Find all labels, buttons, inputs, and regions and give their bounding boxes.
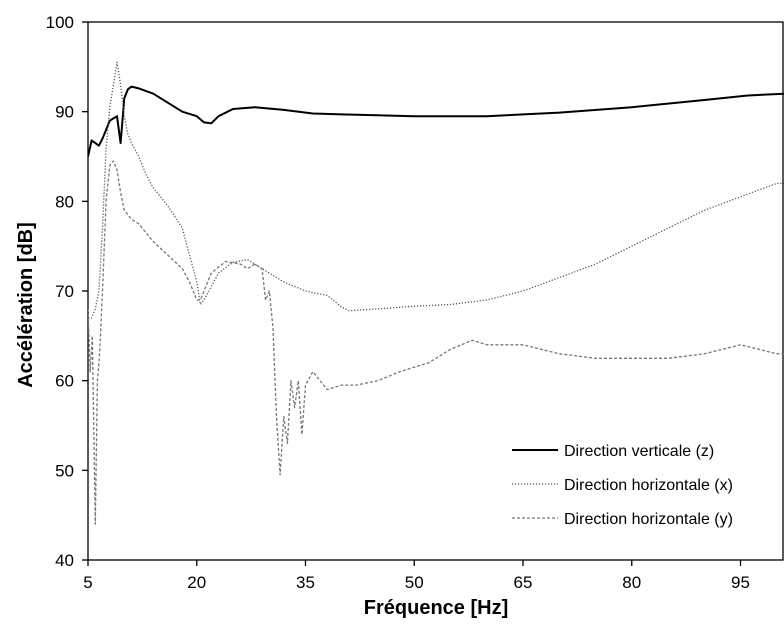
y-tick-label: 70 xyxy=(55,282,74,301)
y-tick-label: 80 xyxy=(55,192,74,211)
axis-ticks: 40 50 60 70 80 90 100 5 20 35 50 65 80 95 xyxy=(46,13,750,592)
legend-label: Direction verticale (z) xyxy=(564,443,714,460)
legend-label: Direction horizontale (x) xyxy=(564,477,733,494)
x-tick-label: 5 xyxy=(83,573,92,592)
series-line-2 xyxy=(88,61,784,319)
x-tick-label: 50 xyxy=(405,573,424,592)
y-tick-label: 60 xyxy=(55,372,74,391)
x-tick-label: 20 xyxy=(187,573,206,592)
y-tick-label: 50 xyxy=(55,461,74,480)
legend-label: Direction horizontale (y) xyxy=(564,511,733,528)
x-axis-title: Fréquence [Hz] xyxy=(364,597,508,619)
y-tick-label: 40 xyxy=(55,551,74,570)
series-line-1 xyxy=(88,85,784,157)
legend: Direction verticale (z) Direction horizon… xyxy=(512,443,733,528)
x-tick-label: 65 xyxy=(514,573,533,592)
y-tick-label: 100 xyxy=(46,13,74,32)
y-tick-label: 90 xyxy=(55,103,74,122)
x-tick-label: 35 xyxy=(296,573,315,592)
series-line-3 xyxy=(88,160,784,525)
data-series xyxy=(88,61,784,525)
y-axis-title: Accélération [dB] xyxy=(15,222,37,388)
x-tick-label: 80 xyxy=(622,573,641,592)
x-tick-label: 95 xyxy=(731,573,750,592)
